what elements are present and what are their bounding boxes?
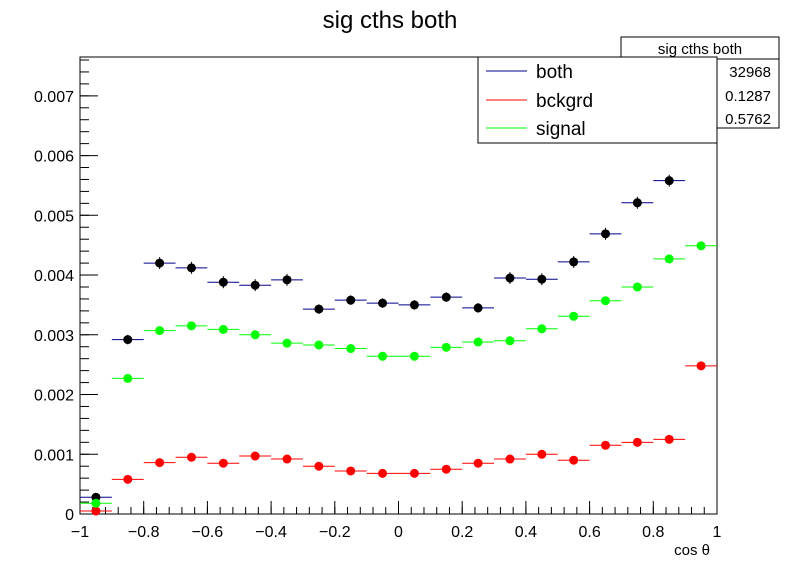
x-tick-label: −1 [71, 524, 89, 541]
data-point [473, 337, 483, 347]
data-point [473, 303, 483, 313]
x-axis: −1 −0.8 −0.6 −0.4 −0.2 0 0.2 0.4 0.6 0.8 1 [71, 501, 722, 541]
data-point [282, 338, 292, 348]
data-point [218, 277, 228, 287]
data-point [441, 342, 451, 352]
data-point [282, 275, 292, 285]
x-tick-label: −0.4 [255, 524, 287, 541]
data-point [346, 344, 356, 354]
data-point [569, 455, 579, 465]
data-point [505, 273, 515, 283]
data-point [409, 468, 419, 478]
data-point [378, 298, 388, 308]
data-point [123, 474, 133, 484]
data-point [186, 452, 196, 462]
series-signal [80, 241, 717, 508]
data-point [314, 340, 324, 350]
x-tick-label: 1 [713, 524, 722, 541]
data-point [696, 241, 706, 251]
data-point [250, 280, 260, 290]
x-tick-label: −0.6 [192, 524, 224, 541]
stats-box-title: sig cths both [658, 41, 742, 58]
y-tick-label: 0.006 [34, 149, 74, 166]
x-axis-label: cos θ [674, 542, 710, 559]
data-point [537, 324, 547, 334]
data-point [91, 498, 101, 508]
data-point [218, 458, 228, 468]
data-point [632, 198, 642, 208]
data-point [537, 274, 547, 284]
series-bckgrd [80, 361, 717, 516]
data-point [601, 440, 611, 450]
y-tick-label: 0.002 [34, 388, 74, 405]
data-point [505, 454, 515, 464]
data-marks [80, 174, 717, 516]
data-point [569, 311, 579, 321]
data-point [346, 466, 356, 476]
x-tick-label: 0.8 [642, 524, 664, 541]
y-tick-label: 0.004 [34, 268, 74, 285]
data-point [314, 304, 324, 314]
data-point [632, 437, 642, 447]
legend-label-signal: signal [536, 119, 586, 140]
series-both [80, 174, 686, 502]
y-axis: 0 0.001 0.002 0.003 0.004 0.005 0.006 0.007 [34, 59, 98, 524]
data-point [664, 434, 674, 444]
data-point [441, 292, 451, 302]
data-point [632, 282, 642, 292]
data-point [378, 468, 388, 478]
data-point [696, 361, 706, 371]
data-point [186, 263, 196, 273]
data-point [250, 330, 260, 340]
data-point [218, 324, 228, 334]
data-point [569, 257, 579, 267]
stats-std-dev: 0.5762 [725, 111, 771, 128]
y-tick-label: 0.005 [34, 208, 74, 225]
stats-mean: 0.1287 [725, 88, 771, 105]
y-tick-label: 0.003 [34, 328, 74, 345]
y-tick-label: 0.001 [34, 447, 74, 464]
data-point [505, 336, 515, 346]
data-point [155, 258, 165, 268]
x-tick-label: 0.4 [515, 524, 537, 541]
data-point [664, 254, 674, 264]
data-point [91, 506, 101, 516]
data-point [314, 461, 324, 471]
data-point [473, 458, 483, 468]
data-point [537, 449, 547, 459]
x-tick-label: 0 [394, 524, 403, 541]
data-point [409, 351, 419, 361]
legend-label-bckgrd: bckgrd [536, 91, 593, 112]
data-point [155, 326, 165, 336]
data-point [664, 176, 674, 186]
data-point [601, 229, 611, 239]
x-tick-label: 0.6 [578, 524, 600, 541]
legend-label-both: both [536, 62, 573, 83]
data-point [123, 335, 133, 345]
data-point [155, 458, 165, 468]
data-point [123, 373, 133, 383]
data-point [346, 295, 356, 305]
chart-title: sig cths both [323, 7, 458, 34]
legend: both bckgrd signal [477, 56, 718, 144]
x-tick-label: −0.2 [319, 524, 351, 541]
data-point [409, 300, 419, 310]
data-point [441, 464, 451, 474]
data-point [282, 454, 292, 464]
y-tick-label: 0.007 [34, 89, 74, 106]
stats-entries: 32968 [729, 64, 771, 81]
x-tick-label: 0.2 [451, 524, 473, 541]
data-point [601, 296, 611, 306]
data-point [186, 321, 196, 331]
y-tick-label: 0 [65, 507, 74, 524]
data-point [378, 351, 388, 361]
x-tick-label: −0.8 [128, 524, 160, 541]
data-point [250, 451, 260, 461]
